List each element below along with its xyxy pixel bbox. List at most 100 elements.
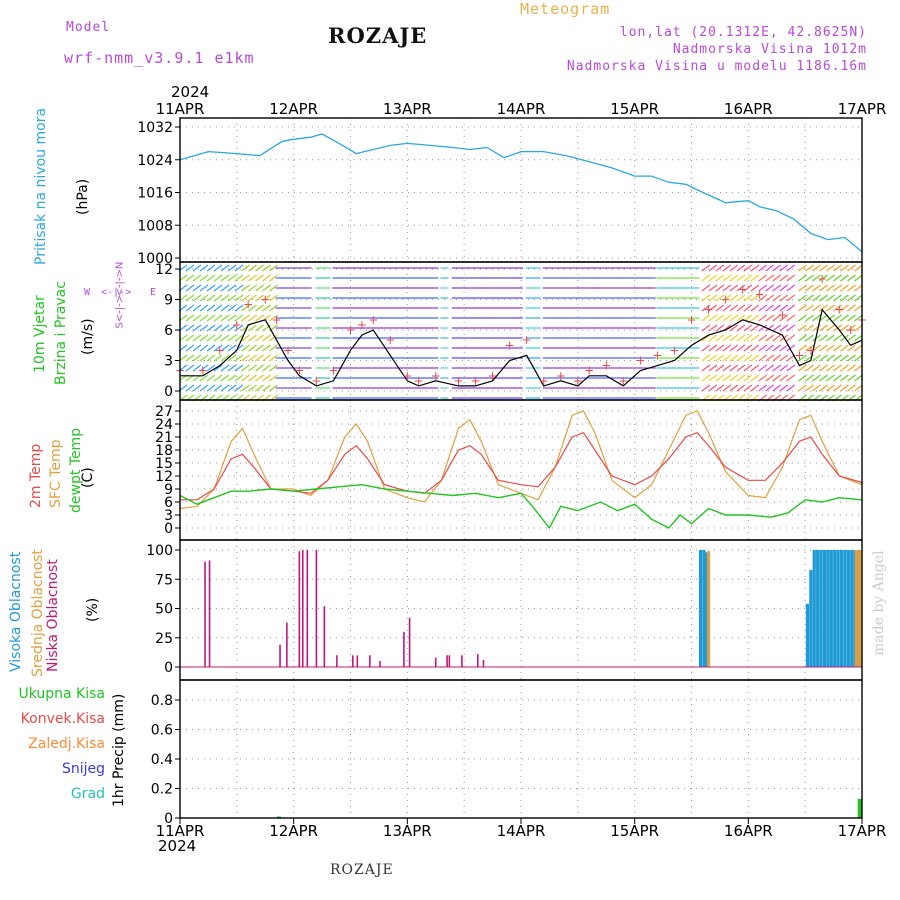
- wind-barb: [262, 334, 271, 342]
- wind-barb: [227, 384, 237, 392]
- wind-barb: [262, 384, 271, 392]
- wind-barb: [234, 304, 244, 312]
- x-tick-label-bottom: 14APR: [497, 822, 546, 840]
- wind-barb: [715, 384, 725, 392]
- wind-gust-mark: +: [283, 343, 293, 357]
- wind-barb: [715, 374, 725, 382]
- wind-gust-mark: +: [505, 338, 515, 352]
- wind-barb: [798, 274, 807, 282]
- wind-barb: [708, 284, 718, 292]
- y-tick-label: 9: [164, 482, 173, 498]
- wind-barb: [199, 344, 209, 352]
- wind-barb: [765, 314, 775, 322]
- y-tick-label: 9: [164, 293, 173, 309]
- wind-barb: [812, 334, 821, 342]
- wind-barb: [213, 374, 223, 382]
- cloud-bar: [351, 655, 354, 667]
- cloud-bar: [315, 550, 318, 667]
- wind-barb: [701, 274, 711, 282]
- wind-barb: [715, 274, 725, 282]
- wind-barb: [826, 344, 835, 352]
- wind-barb: [847, 354, 856, 362]
- wind-barb: [743, 334, 753, 342]
- wind-barb: [220, 304, 230, 312]
- wind-barb: [729, 274, 739, 282]
- lonlat-text: lon,lat (20.1312E, 42.8625N): [619, 25, 867, 40]
- wind-barb: [262, 374, 271, 382]
- wind-barb: [854, 354, 863, 362]
- wind-barb: [765, 284, 775, 292]
- wind-barb: [819, 344, 828, 352]
- wind-barb: [854, 384, 863, 392]
- wind-barb: [220, 274, 230, 282]
- wind-gust-mark: +: [777, 308, 787, 322]
- wind-barb: [206, 364, 216, 372]
- wind-barb: [805, 304, 814, 312]
- wind-gust-mark: +: [721, 293, 731, 307]
- wind-barb: [798, 374, 807, 382]
- wind-gust-mark: +: [453, 374, 463, 388]
- wind-barb: [269, 344, 278, 352]
- year-top: 2024: [171, 83, 210, 101]
- wind-barb: [701, 334, 711, 342]
- wind-barb: [185, 314, 195, 322]
- wind-barb: [248, 264, 257, 272]
- wind-barb: [798, 384, 807, 392]
- wind-barb: [729, 294, 739, 302]
- wind-barb: [847, 384, 856, 392]
- wind-barb: [765, 354, 775, 362]
- compass-arrows: <-|->: [101, 287, 132, 298]
- wind-barb: [736, 314, 746, 322]
- wind-barb: [227, 364, 237, 372]
- wind-barb: [786, 284, 796, 292]
- wind-barb: [826, 364, 835, 372]
- wind-barb: [750, 304, 760, 312]
- wind-barb: [779, 324, 789, 332]
- wind-barb: [819, 284, 828, 292]
- wind-barb: [220, 284, 230, 292]
- wind-barb: [786, 324, 796, 332]
- wind-barb: [758, 344, 768, 352]
- wind-background-layer: [178, 264, 863, 402]
- wind-barb: [192, 384, 202, 392]
- wind-barb: [241, 304, 250, 312]
- wind-barb: [743, 344, 753, 352]
- wind-barb: [708, 304, 718, 312]
- wind-speed-line: [180, 308, 863, 387]
- wind-barb: [840, 374, 849, 382]
- wind-barb: [736, 264, 746, 272]
- wind-barb: [805, 264, 814, 272]
- cloud-bar: [298, 551, 301, 667]
- wind-barb: [255, 354, 264, 362]
- wind-barb: [722, 384, 732, 392]
- wind-barb: [248, 284, 257, 292]
- wind-barb: [227, 294, 237, 302]
- wind-gust-mark: +: [652, 348, 662, 362]
- wind-barb: [185, 294, 195, 302]
- wind-barb: [213, 334, 223, 342]
- wind-barb: [241, 344, 250, 352]
- cloud-bar: [323, 606, 326, 667]
- wind-barb: [234, 284, 244, 292]
- wind-barb: [743, 284, 753, 292]
- pressure-line: [179, 133, 863, 253]
- wind-barb: [213, 274, 223, 282]
- x-tick-label-top: 14APR: [497, 100, 546, 118]
- wind-gust-mark: +: [539, 374, 549, 388]
- wind-gust-mark: +: [232, 318, 242, 332]
- wind-gust-mark: +: [618, 374, 628, 388]
- wind-barb: [701, 354, 711, 362]
- wind-barb: [736, 304, 746, 312]
- cloud-bar: [336, 655, 338, 667]
- wind-barb: [805, 374, 814, 382]
- wind-gust-mark: +: [755, 287, 765, 301]
- grid-layer: [180, 118, 862, 819]
- y-tick-label: 12: [155, 262, 173, 278]
- wind-barb: [220, 324, 230, 332]
- wind-gust-mark: +: [198, 364, 208, 378]
- wind-barb: [765, 324, 775, 332]
- wind-barb: [722, 364, 732, 372]
- wind-barb: [736, 284, 746, 292]
- wind-gust-mark: +: [806, 343, 816, 357]
